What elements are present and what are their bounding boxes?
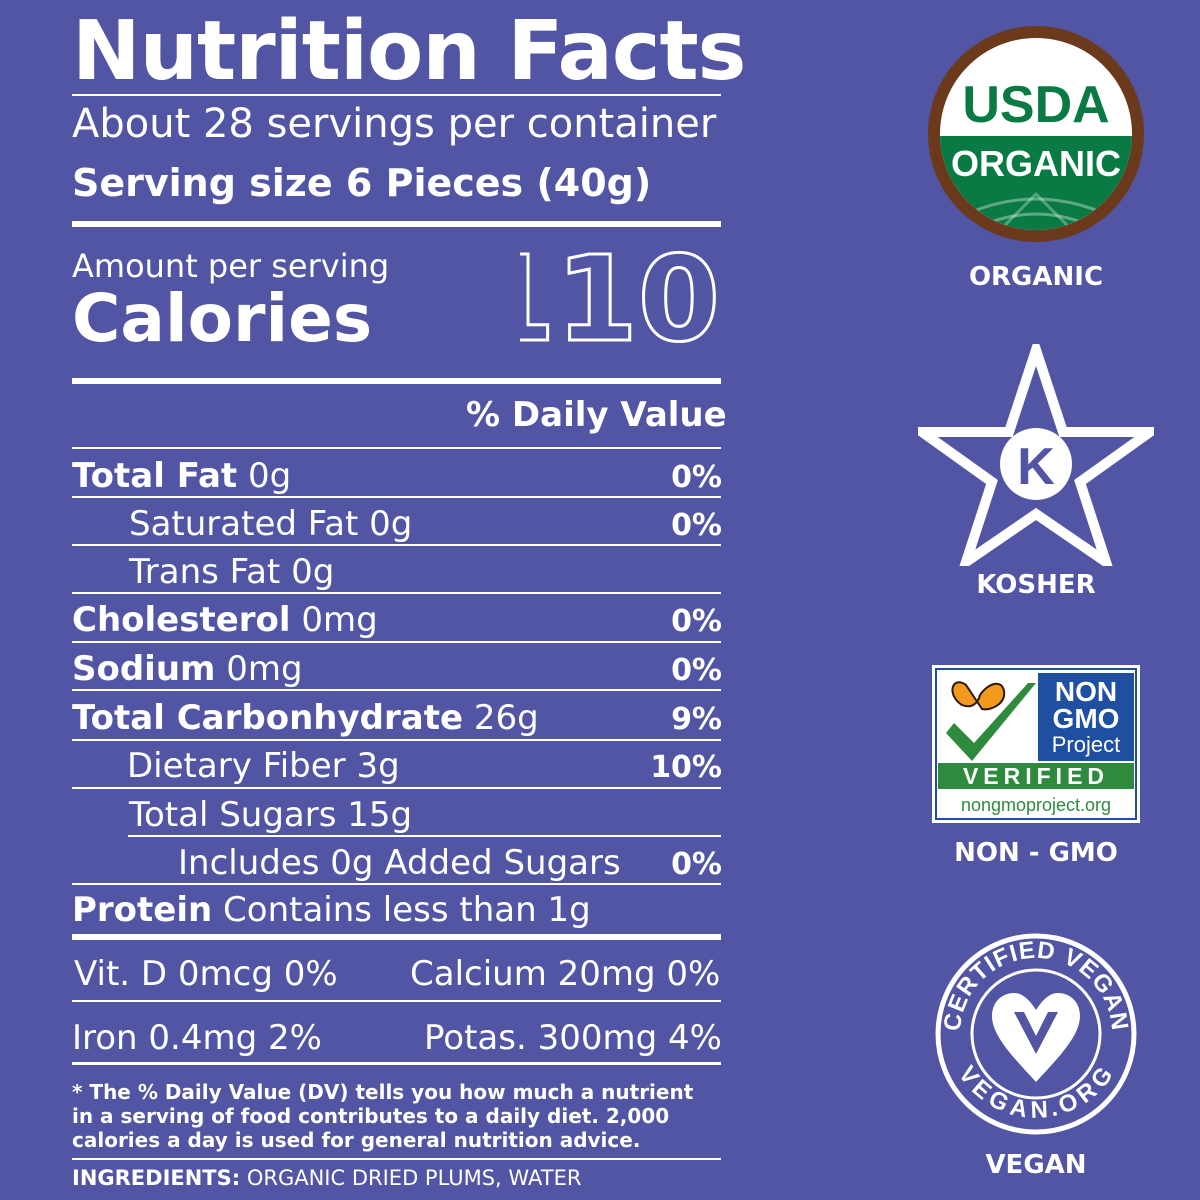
daily-value-percent: 9% (671, 702, 722, 737)
divider (72, 787, 721, 789)
thick-divider (72, 934, 721, 940)
nutrient-row-trans-fat: Trans Fat 0g (129, 552, 335, 592)
usda-organic-seal-icon: USDA ORGANIC (928, 26, 1144, 242)
nutrient-row-total-carbohydrate: Total Carbonhydrate 26g 9% (72, 698, 722, 738)
divider (72, 641, 721, 643)
organic-label: ORGANIC (968, 262, 1104, 292)
divider (72, 1000, 721, 1002)
divider (72, 592, 721, 594)
divider (72, 1158, 721, 1160)
nutrition-title: Nutrition Facts (72, 4, 746, 99)
divider (72, 447, 721, 449)
thick-divider (72, 221, 721, 227)
svg-text:nongmoproject.org: nongmoproject.org (961, 795, 1111, 815)
svg-text:ORGANIC: ORGANIC (951, 143, 1121, 184)
nutrient-row-dietary-fiber: Dietary Fiber 3g 10% (127, 746, 722, 786)
svg-text:K: K (1017, 438, 1055, 496)
non-gmo-label: NON - GMO (954, 838, 1118, 868)
nutrient-row-total-sugars: Total Sugars 15g (129, 795, 413, 835)
divider (72, 883, 721, 885)
iron: Iron 0.4mg 2% (72, 1018, 322, 1058)
divider (72, 739, 721, 741)
daily-value-percent: 0% (671, 653, 722, 688)
calories-label: Calories (72, 280, 373, 357)
svg-text:Project: Project (1052, 732, 1120, 757)
divider (72, 94, 721, 96)
nutrient-row-saturated-fat: Saturated Fat 0g 0% (129, 504, 722, 544)
non-gmo-project-verified-icon: NON GMO Project VERIFIED nongmoproject.o… (932, 665, 1140, 823)
nutrient-row-cholesterol: Cholesterol 0mg 0% (72, 600, 722, 640)
calcium: Calcium 20mg 0% (410, 954, 721, 994)
svg-text:NON: NON (1055, 676, 1117, 707)
daily-value-percent: 0% (671, 604, 722, 639)
thick-divider (72, 378, 721, 384)
svg-text:USDA: USDA (962, 76, 1109, 134)
daily-value-header: % Daily Value (466, 395, 727, 435)
divider (72, 689, 721, 691)
vegan-label: VEGAN (985, 1150, 1087, 1180)
daily-value-percent: 0% (671, 847, 722, 882)
vitamin-d: Vit. D 0mcg 0% (74, 954, 338, 994)
servings-per-container: About 28 servings per container (72, 101, 717, 147)
kosher-label: KOSHER (976, 570, 1096, 600)
calories-value: 110 (520, 236, 722, 356)
svg-text:VERIFIED: VERIFIED (963, 763, 1109, 789)
potassium: Potas. 300mg 4% (424, 1018, 722, 1058)
certified-vegan-icon: CERTIFIED VEGAN VEGAN.ORG (935, 933, 1137, 1135)
divider (128, 835, 721, 837)
nutrient-row-total-fat: Total Fat 0g 0% (72, 456, 722, 496)
divider (72, 1062, 721, 1065)
kosher-star-icon: K (918, 344, 1154, 566)
nutrient-row-protein: Protein Contains less than 1g (72, 890, 591, 930)
daily-value-percent: 10% (650, 750, 722, 785)
daily-value-percent: 0% (671, 508, 722, 543)
footnote: * The % Daily Value (DV) tells you how m… (72, 1080, 694, 1152)
svg-text:GMO: GMO (1053, 703, 1120, 734)
serving-size: Serving size 6 Pieces (40g) (72, 161, 652, 205)
divider (72, 496, 721, 498)
nutrient-row-added-sugars: Includes 0g Added Sugars 0% (178, 843, 722, 883)
svg-text:110: 110 (520, 236, 720, 356)
ingredients: INGREDIENTS: ORGANIC DRIED PLUMS, WATER (72, 1166, 582, 1190)
daily-value-percent: 0% (671, 460, 722, 495)
nutrient-row-sodium: Sodium 0mg 0% (72, 649, 722, 689)
divider (72, 544, 721, 546)
amount-per-serving: Amount per serving (72, 247, 390, 285)
